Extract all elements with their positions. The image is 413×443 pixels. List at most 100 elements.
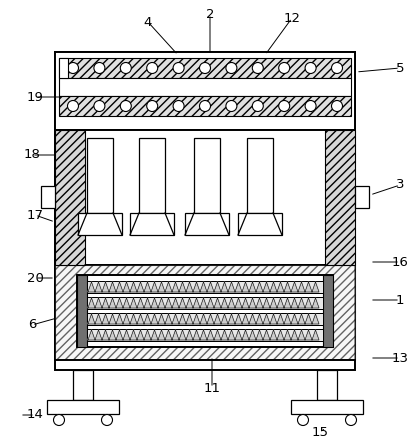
Polygon shape bbox=[130, 314, 137, 324]
Polygon shape bbox=[171, 330, 178, 340]
Polygon shape bbox=[102, 330, 109, 340]
Bar bbox=[290, 400, 362, 414]
Circle shape bbox=[67, 62, 78, 74]
Circle shape bbox=[304, 62, 316, 74]
Polygon shape bbox=[137, 298, 144, 308]
Polygon shape bbox=[269, 314, 276, 324]
Circle shape bbox=[252, 62, 263, 74]
Circle shape bbox=[120, 101, 131, 112]
Text: 18: 18 bbox=[24, 148, 40, 162]
Polygon shape bbox=[116, 282, 123, 292]
Polygon shape bbox=[130, 330, 137, 340]
Circle shape bbox=[331, 62, 342, 74]
Bar bbox=[55, 52, 354, 130]
Polygon shape bbox=[242, 330, 248, 340]
Text: 13: 13 bbox=[391, 351, 408, 365]
Polygon shape bbox=[130, 282, 137, 292]
Circle shape bbox=[199, 62, 210, 74]
Polygon shape bbox=[178, 282, 185, 292]
Polygon shape bbox=[109, 330, 116, 340]
Polygon shape bbox=[144, 282, 151, 292]
Polygon shape bbox=[199, 330, 206, 340]
Polygon shape bbox=[199, 282, 206, 292]
Polygon shape bbox=[192, 298, 199, 308]
Polygon shape bbox=[165, 282, 171, 292]
Polygon shape bbox=[116, 314, 123, 324]
Circle shape bbox=[297, 415, 308, 425]
Polygon shape bbox=[276, 298, 283, 308]
Polygon shape bbox=[269, 298, 276, 308]
Polygon shape bbox=[297, 330, 304, 340]
Polygon shape bbox=[130, 298, 137, 308]
Polygon shape bbox=[158, 298, 165, 308]
Bar bbox=[59, 58, 68, 78]
Bar bbox=[59, 58, 350, 78]
Polygon shape bbox=[276, 330, 283, 340]
Polygon shape bbox=[221, 282, 228, 292]
Polygon shape bbox=[242, 298, 248, 308]
Polygon shape bbox=[290, 282, 297, 292]
Circle shape bbox=[101, 415, 112, 425]
Text: 16: 16 bbox=[391, 256, 408, 268]
Polygon shape bbox=[192, 314, 199, 324]
Polygon shape bbox=[235, 282, 242, 292]
Polygon shape bbox=[276, 282, 283, 292]
Circle shape bbox=[225, 101, 236, 112]
Polygon shape bbox=[88, 282, 95, 292]
Polygon shape bbox=[262, 330, 269, 340]
Polygon shape bbox=[304, 330, 311, 340]
Polygon shape bbox=[151, 282, 158, 292]
Polygon shape bbox=[151, 330, 158, 340]
Bar bbox=[55, 265, 354, 360]
Bar bbox=[55, 52, 354, 360]
Bar bbox=[59, 96, 350, 116]
Polygon shape bbox=[192, 330, 199, 340]
Polygon shape bbox=[248, 314, 255, 324]
Polygon shape bbox=[221, 298, 228, 308]
Polygon shape bbox=[262, 298, 269, 308]
Polygon shape bbox=[283, 314, 290, 324]
Text: 15: 15 bbox=[311, 425, 328, 439]
Polygon shape bbox=[206, 314, 214, 324]
Bar bbox=[77, 275, 332, 347]
Bar bbox=[55, 265, 354, 360]
Polygon shape bbox=[151, 314, 158, 324]
Polygon shape bbox=[206, 282, 214, 292]
Polygon shape bbox=[235, 330, 242, 340]
Polygon shape bbox=[221, 330, 228, 340]
Polygon shape bbox=[123, 330, 130, 340]
Polygon shape bbox=[283, 330, 290, 340]
Polygon shape bbox=[262, 314, 269, 324]
Bar bbox=[87, 297, 322, 309]
Polygon shape bbox=[214, 282, 221, 292]
Bar bbox=[194, 138, 219, 213]
Polygon shape bbox=[311, 330, 318, 340]
Polygon shape bbox=[158, 282, 165, 292]
Polygon shape bbox=[123, 314, 130, 324]
Bar bbox=[87, 281, 322, 293]
Bar bbox=[316, 370, 336, 400]
Polygon shape bbox=[228, 330, 235, 340]
Text: 4: 4 bbox=[143, 16, 152, 28]
Circle shape bbox=[146, 62, 157, 74]
Circle shape bbox=[173, 62, 184, 74]
Bar bbox=[130, 213, 173, 235]
Polygon shape bbox=[248, 330, 255, 340]
Polygon shape bbox=[276, 314, 283, 324]
Polygon shape bbox=[171, 298, 178, 308]
Polygon shape bbox=[304, 298, 311, 308]
Polygon shape bbox=[185, 282, 192, 292]
Circle shape bbox=[53, 415, 64, 425]
Polygon shape bbox=[151, 298, 158, 308]
Circle shape bbox=[146, 101, 157, 112]
Circle shape bbox=[120, 62, 131, 74]
Text: 20: 20 bbox=[26, 272, 43, 284]
Polygon shape bbox=[116, 330, 123, 340]
Polygon shape bbox=[242, 282, 248, 292]
Polygon shape bbox=[248, 298, 255, 308]
Bar bbox=[55, 130, 85, 265]
Polygon shape bbox=[269, 330, 276, 340]
Bar bbox=[247, 138, 272, 213]
Polygon shape bbox=[185, 330, 192, 340]
Polygon shape bbox=[228, 314, 235, 324]
